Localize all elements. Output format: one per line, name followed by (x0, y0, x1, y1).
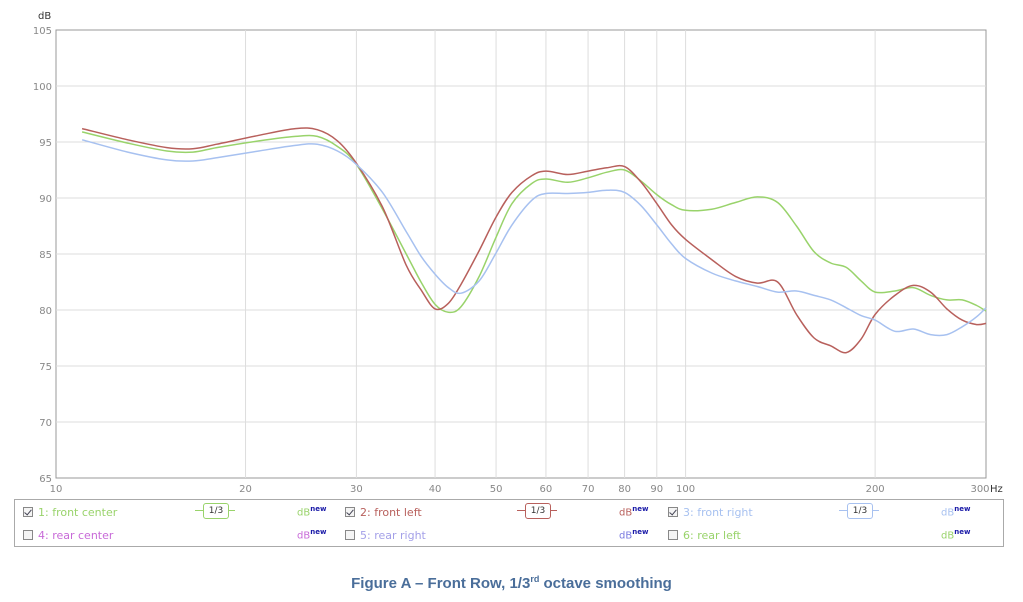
new-label: new (954, 505, 971, 513)
db-new-button-front-left[interactable]: dBnew (619, 505, 648, 518)
y-tick-label: 80 (39, 306, 52, 317)
legend-panel: 1: front center 1/3 dBnew 2: front left … (14, 499, 1004, 547)
caption-superscript: rd (530, 574, 540, 584)
legend-row-1: 1: front center 1/3 dBnew 2: front left … (15, 500, 1003, 522)
new-label: new (310, 505, 327, 513)
figure-caption: Figure A – Front Row, 1/3rd octave smoot… (0, 574, 1023, 592)
x-tick-label: 40 (429, 484, 442, 495)
x-tick-label: 10 (50, 484, 63, 495)
legend-label-front-left: 2: front left (360, 505, 422, 519)
y-tick-label: 100 (33, 82, 52, 93)
smoothing-label-front-right: 1/3 (847, 503, 873, 519)
legend-item-front-right[interactable]: 3: front right (668, 503, 753, 521)
checkbox-rear-right[interactable] (345, 530, 355, 540)
y-tick-label: 95 (39, 138, 52, 149)
caption-prefix: Figure A – Front Row, 1/3 (351, 575, 531, 592)
y-tick-label: 85 (39, 250, 52, 261)
x-axis-unit: Hz (990, 484, 1003, 495)
x-tick-labels: 10 20 30 40 50 60 70 80 90 100 200 300 (50, 484, 990, 495)
db-new-button-rear-center[interactable]: dBnew (297, 528, 326, 541)
x-tick-label: 30 (350, 484, 363, 495)
legend-item-rear-right[interactable]: 5: rear right (345, 526, 426, 544)
new-label: new (632, 505, 649, 513)
x-tick-label: 200 (866, 484, 885, 495)
db-label: dB (297, 530, 311, 542)
smoothing-button-front-left[interactable]: 1/3 (517, 503, 557, 519)
smoothing-button-front-center[interactable]: 1/3 (195, 503, 235, 519)
db-new-button-rear-right[interactable]: dBnew (619, 528, 648, 541)
y-tick-label: 70 (39, 418, 52, 429)
x-tick-label: 90 (650, 484, 663, 495)
series-line (81, 131, 987, 314)
series-line (81, 139, 987, 337)
legend-item-front-center[interactable]: 1: front center (23, 503, 117, 521)
new-label: new (310, 528, 327, 536)
legend-label-front-right: 3: front right (683, 505, 753, 519)
db-new-button-rear-left[interactable]: dBnew (941, 528, 970, 541)
legend-label-rear-left: 6: rear left (683, 528, 741, 542)
x-tick-label: 80 (618, 484, 631, 495)
new-label: new (954, 528, 971, 536)
series-line (81, 127, 987, 354)
x-tick-label: 20 (239, 484, 252, 495)
db-new-button-front-center[interactable]: dBnew (297, 505, 326, 518)
db-label: dB (297, 507, 311, 519)
db-label: dB (941, 530, 955, 542)
db-label: dB (941, 507, 955, 519)
legend-item-front-left[interactable]: 2: front left (345, 503, 422, 521)
db-label: dB (619, 507, 633, 519)
x-tick-label: 70 (582, 484, 595, 495)
horizontal-gridlines (56, 85, 986, 423)
x-tick-label: 300 (970, 484, 989, 495)
x-tick-label: 60 (540, 484, 553, 495)
new-label: new (632, 528, 649, 536)
checkbox-front-right[interactable] (668, 507, 678, 517)
checkbox-front-left[interactable] (345, 507, 355, 517)
legend-item-rear-center[interactable]: 4: rear center (23, 526, 113, 544)
y-axis-unit: dB (38, 11, 51, 22)
caption-suffix: octave smoothing (539, 575, 672, 592)
smoothing-label-front-center: 1/3 (203, 503, 229, 519)
y-tick-label: 65 (39, 474, 52, 485)
legend-row-2: 4: rear center dBnew 5: rear right dBnew… (15, 523, 1003, 545)
checkbox-rear-center[interactable] (23, 530, 33, 540)
x-tick-label: 50 (490, 484, 503, 495)
y-tick-labels: 65 70 75 80 85 90 95 100 105 (33, 26, 52, 485)
legend-label-rear-center: 4: rear center (38, 528, 114, 542)
x-tick-label: 100 (676, 484, 695, 495)
smoothing-button-front-right[interactable]: 1/3 (839, 503, 879, 519)
legend-label-front-center: 1: front center (38, 505, 118, 519)
checkbox-front-center[interactable] (23, 507, 33, 517)
series-lines (81, 127, 987, 354)
y-tick-label: 75 (39, 362, 52, 373)
db-label: dB (619, 530, 633, 542)
legend-item-rear-left[interactable]: 6: rear left (668, 526, 741, 544)
y-tick-label: 90 (39, 194, 52, 205)
checkbox-rear-left[interactable] (668, 530, 678, 540)
smoothing-label-front-left: 1/3 (525, 503, 551, 519)
legend-label-rear-right: 5: rear right (360, 528, 426, 542)
db-new-button-front-right[interactable]: dBnew (941, 505, 970, 518)
y-tick-label: 105 (33, 26, 52, 37)
